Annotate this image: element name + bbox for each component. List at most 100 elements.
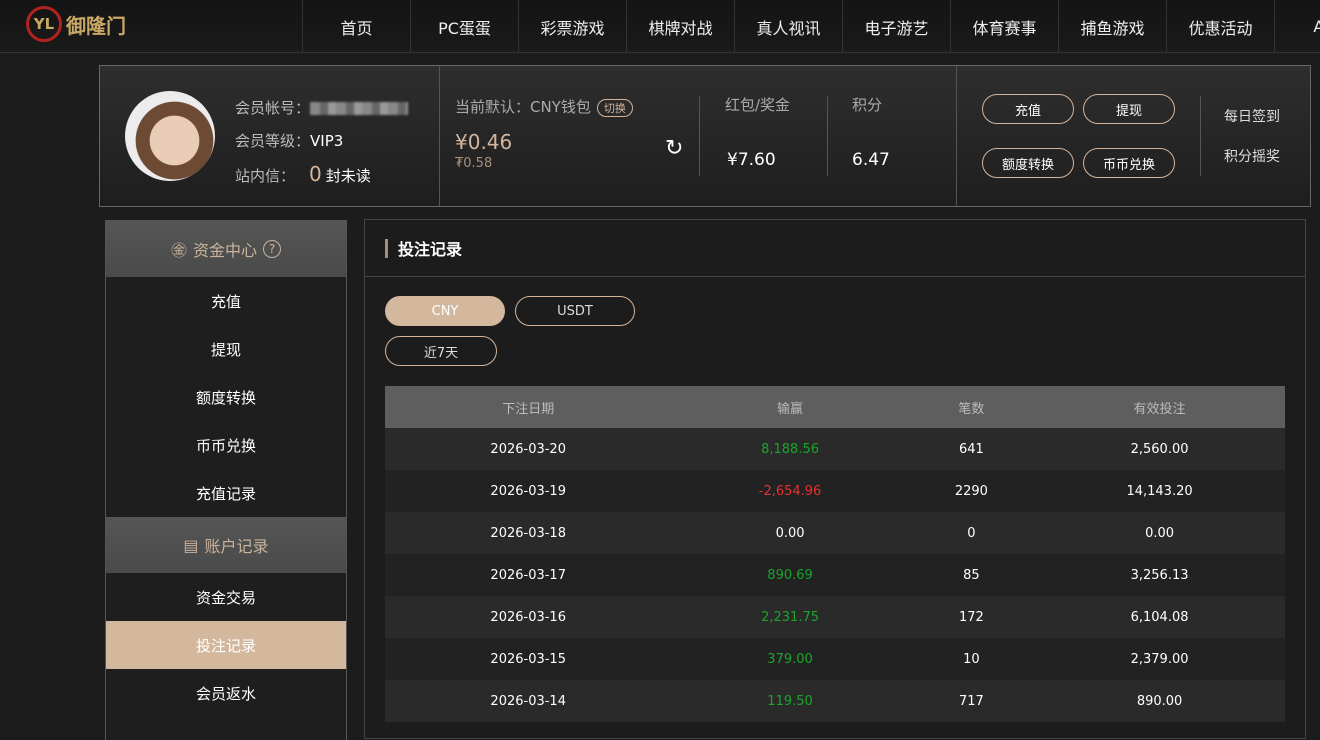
table-row: 2026-03-14 119.50 717 890.00: [385, 680, 1285, 722]
cell-valid-bet: 2,560.00: [1034, 428, 1285, 470]
tab-usdt[interactable]: USDT: [515, 296, 635, 326]
cell-date: 2026-03-16: [385, 596, 672, 638]
cell-win-loss: 0.00: [671, 512, 909, 554]
column-header-valid-bet: 有效投注: [1034, 386, 1285, 428]
account-value-blurred: [310, 102, 409, 115]
nav-chess[interactable]: 棋牌对战: [626, 0, 734, 53]
messages-label: 站内信：: [235, 167, 296, 185]
nav-slots[interactable]: 电子游艺: [842, 0, 950, 53]
bet-records-panel: 投注记录 CNY USDT 近7天 下注日期 输赢 笔数 有效投注 2026-0…: [364, 219, 1306, 739]
table-row: 2026-03-18 0.00 0 0.00: [385, 512, 1285, 554]
top-nav: YL 御隆门 首页 PC蛋蛋 彩票游戏 棋牌对战 真人视讯 电子游艺 体育赛事 捕…: [0, 0, 1320, 53]
sidebar-item-exchange[interactable]: 币币兑换: [195, 436, 256, 455]
default-wallet-label: 当前默认：CNY钱包: [455, 98, 591, 116]
cell-win-loss: 8,188.56: [671, 428, 909, 470]
table-row: 2026-03-17 890.69 85 3,256.13: [385, 554, 1285, 596]
bet-records-table: 下注日期 输赢 笔数 有效投注 2026-03-20 8,188.56 641 2,5…: [385, 386, 1285, 722]
points-lottery-link[interactable]: 积分摇奖: [1224, 149, 1280, 165]
cell-count: 717: [908, 680, 1035, 722]
divider: [827, 96, 828, 176]
cell-win-loss: 119.50: [671, 680, 909, 722]
cell-count: 641: [908, 428, 1035, 470]
brand-name: 御隆门: [66, 13, 126, 38]
fund-center-title: 资金中心: [193, 241, 258, 260]
withdraw-button[interactable]: 提现: [1083, 94, 1175, 124]
cell-count: 10: [908, 638, 1035, 680]
bonus-label: 红包/奖金: [725, 96, 791, 114]
column-header-date: 下注日期: [385, 386, 672, 428]
sidebar-item-withdraw[interactable]: 提现: [210, 340, 241, 359]
records-icon: ▤: [183, 535, 199, 555]
sidebar-item-transactions[interactable]: 资金交易: [195, 588, 256, 607]
logo[interactable]: YL 御隆门: [26, 6, 126, 42]
transfer-button[interactable]: 额度转换: [982, 148, 1074, 178]
logo-icon: YL: [26, 6, 62, 42]
unread-suffix: 封未读: [325, 167, 371, 185]
nav-fishing[interactable]: 捕鱼游戏: [1058, 0, 1166, 53]
cell-date: 2026-03-14: [385, 680, 672, 722]
table-row: 2026-03-16 2,231.75 172 6,104.08: [385, 596, 1285, 638]
table-row: 2026-03-19 -2,654.96 2290 14,143.20: [385, 470, 1285, 512]
divider: [1200, 96, 1201, 176]
cell-valid-bet: 2,379.00: [1034, 638, 1285, 680]
cell-date: 2026-03-15: [385, 638, 672, 680]
sidebar-item-deposit-records[interactable]: 充值记录: [195, 484, 256, 503]
column-header-count: 笔数: [908, 386, 1035, 428]
exchange-button[interactable]: 币币兑换: [1083, 148, 1175, 178]
cell-valid-bet: 3,256.13: [1034, 554, 1285, 596]
cell-count: 2290: [908, 470, 1035, 512]
nav-promotions[interactable]: 优惠活动: [1166, 0, 1274, 53]
sidebar-item-deposit[interactable]: 充值: [210, 292, 241, 311]
cell-date: 2026-03-19: [385, 470, 672, 512]
refresh-icon[interactable]: ↻: [665, 136, 684, 161]
points-label: 积分: [852, 96, 883, 114]
cell-count: 172: [908, 596, 1035, 638]
cell-count: 85: [908, 554, 1035, 596]
cell-date: 2026-03-17: [385, 554, 672, 596]
cell-date: 2026-03-20: [385, 428, 672, 470]
cell-valid-bet: 890.00: [1034, 680, 1285, 722]
cell-win-loss: 890.69: [671, 554, 909, 596]
cell-win-loss: -2,654.96: [671, 470, 909, 512]
tab-cny[interactable]: CNY: [385, 296, 505, 326]
switch-wallet-button[interactable]: 切换: [596, 99, 633, 117]
sidebar-item-bet-records[interactable]: 投注记录: [106, 621, 346, 669]
table-row: 2026-03-15 379.00 10 2,379.00: [385, 638, 1285, 680]
account-label: 会员帐号：: [235, 99, 311, 117]
help-icon[interactable]: ?: [263, 240, 282, 258]
nav-sports[interactable]: 体育赛事: [950, 0, 1058, 53]
wallet-balance: ¥0.46: [455, 130, 513, 154]
sidebar-item-transfer[interactable]: 额度转换: [195, 388, 256, 407]
level-label: 会员等级：: [235, 132, 311, 150]
nav-app[interactable]: APP: [1274, 0, 1320, 53]
avatar[interactable]: [125, 91, 215, 181]
cell-valid-bet: 0.00: [1034, 512, 1285, 554]
sidebar-account-records-header: ▤ 账户记录: [106, 517, 346, 573]
nav-pc28[interactable]: PC蛋蛋: [410, 0, 518, 53]
member-level: VIP3: [310, 132, 344, 150]
sidebar: ㊎资金中心? 充值 提现 额度转换 币币兑换 充值记录 ▤ 账户记录 资金交易 投…: [105, 220, 347, 740]
period-filter-7days[interactable]: 近7天: [385, 336, 497, 366]
column-header-win-loss: 输赢: [671, 386, 909, 428]
daily-checkin-link[interactable]: 每日签到: [1224, 109, 1280, 125]
cell-count: 0: [908, 512, 1035, 554]
yuan-coin-icon: ㊎: [170, 241, 187, 260]
title-accent-bar: [385, 238, 388, 258]
messages[interactable]: 站内信： 0 封未读: [235, 158, 408, 193]
deposit-button[interactable]: 充值: [982, 94, 1074, 124]
cell-date: 2026-03-18: [385, 512, 672, 554]
sidebar-item-rebate[interactable]: 会员返水: [195, 684, 256, 703]
cell-win-loss: 2,231.75: [671, 596, 909, 638]
nav-live[interactable]: 真人视讯: [734, 0, 842, 53]
cell-valid-bet: 6,104.08: [1034, 596, 1285, 638]
divider: [439, 66, 440, 206]
unread-count: 0: [309, 162, 322, 186]
cell-win-loss: 379.00: [671, 638, 909, 680]
nav-lottery[interactable]: 彩票游戏: [518, 0, 626, 53]
page-title: 投注记录: [398, 240, 463, 259]
bonus-value: ¥7.60: [727, 150, 776, 170]
nav-home[interactable]: 首页: [302, 0, 410, 53]
sidebar-fund-center-header: ㊎资金中心?: [106, 221, 346, 277]
divider: [699, 96, 700, 176]
table-row: 2026-03-20 8,188.56 641 2,560.00: [385, 428, 1285, 470]
